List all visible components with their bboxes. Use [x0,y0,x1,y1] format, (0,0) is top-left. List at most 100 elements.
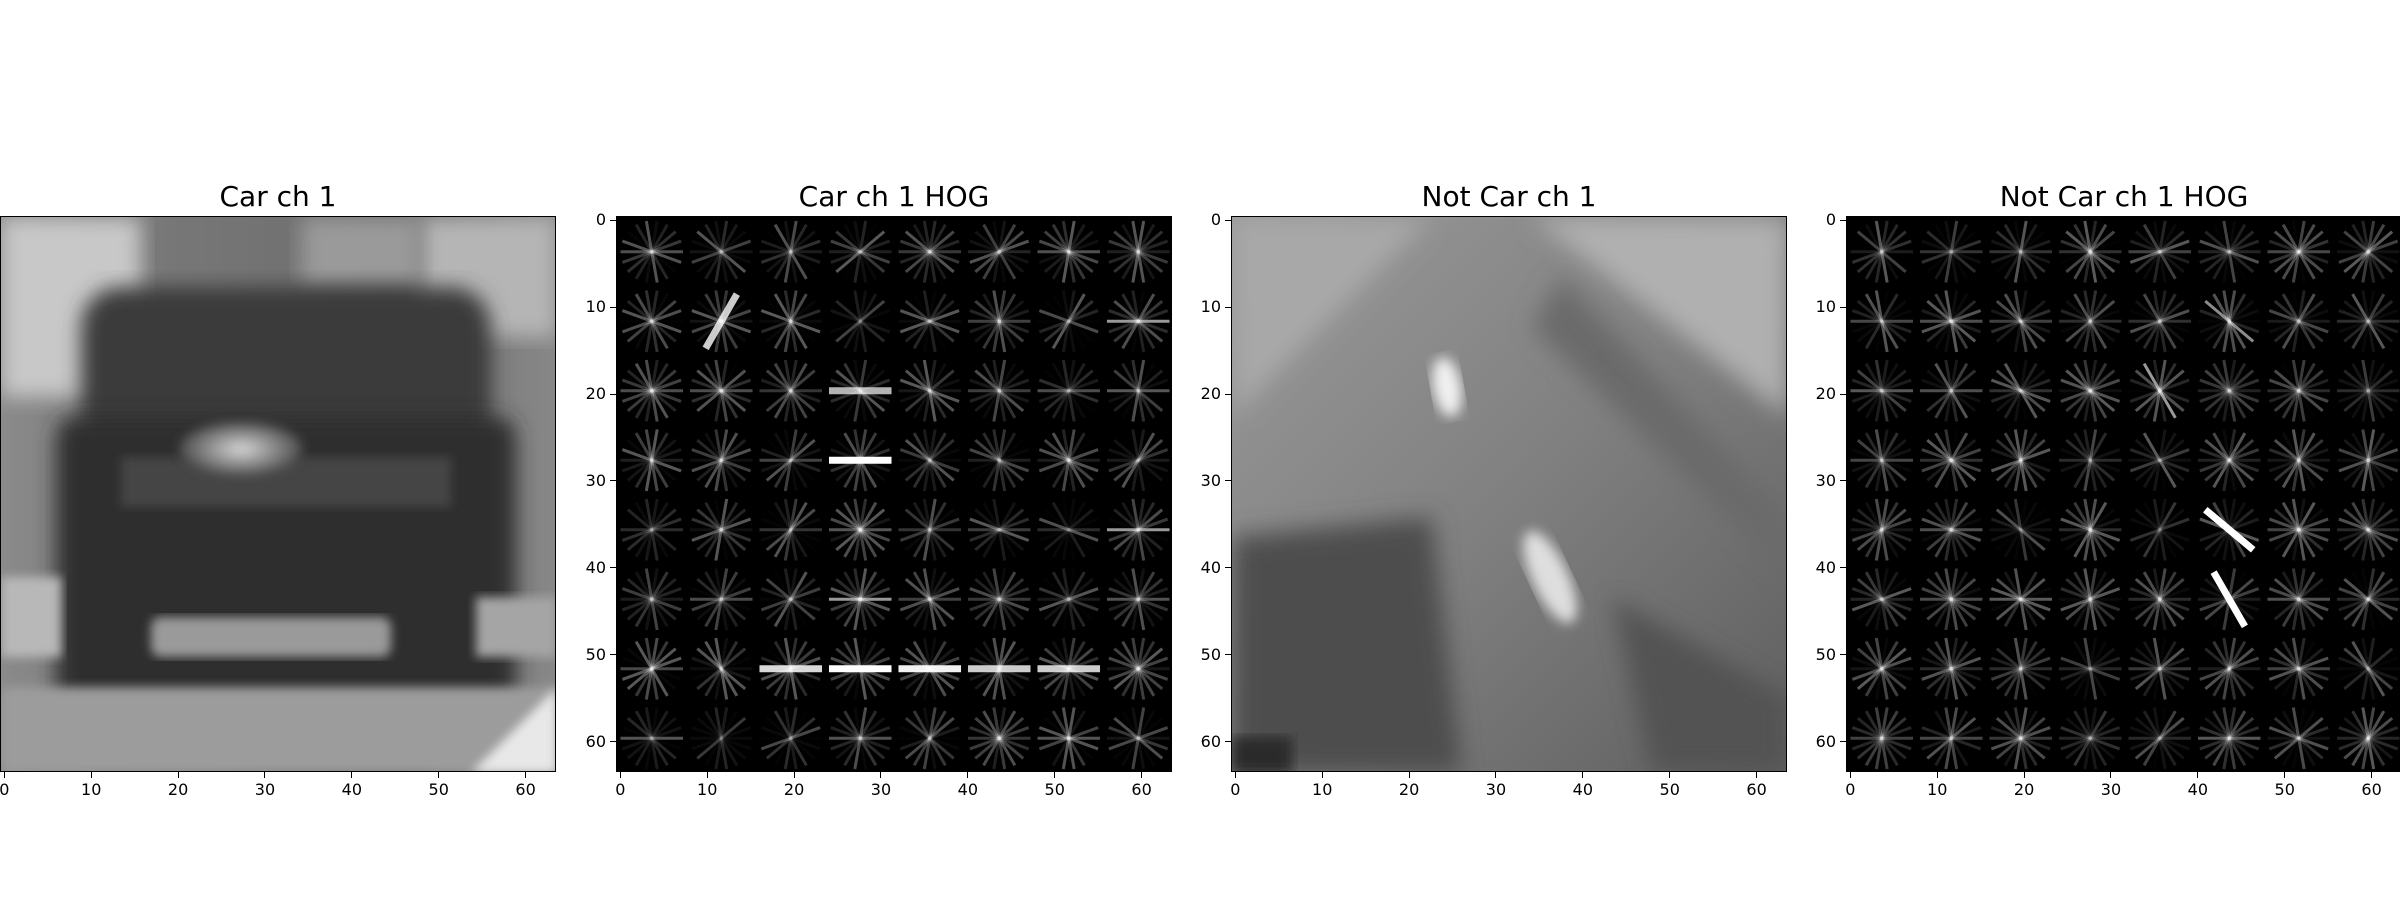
x-tick-label: 40 [1572,780,1594,799]
hog-orientation-stroke [621,726,682,751]
hog-orientation-stroke [2351,293,2386,350]
hog-orientation-stroke [1108,448,1169,473]
hog-orientation-stroke [760,587,821,612]
hog-orientation-stroke [904,369,955,413]
hog-orientation-stroke [1926,577,1977,621]
hog-orientation-stroke [2060,726,2121,751]
x-tick-label: 20 [167,780,189,799]
hog-orientation-stroke [969,309,1030,334]
hog-orientation-stroke [912,640,947,697]
hog-orientation-stroke [969,587,1030,612]
hog-orientation-stroke [1043,299,1094,343]
hog-orientation-stroke [2222,290,2237,353]
hog-orientation-stroke [783,220,798,283]
hog-orientation-stroke [2199,239,2260,264]
hog-orientation-stroke [830,239,891,264]
hog-orientation-stroke [1061,359,1076,422]
hog-orientation-stroke [1038,587,1099,612]
hog-orientation-stroke [2222,220,2237,283]
hog-orientation-stroke [974,716,1025,760]
hog-orientation-stroke [2343,438,2394,482]
hog-orientation-stroke [2142,293,2177,350]
hog-orientation-stroke [1934,710,1969,767]
hog-orientation-stroke [2273,508,2324,552]
hog-orientation-stroke [830,517,891,542]
hog-orientation-stroke [626,369,677,413]
hog-orientation-stroke [912,571,947,628]
hog-orientation-stroke [1934,432,1969,489]
x-tick-mark [1669,772,1671,778]
hog-orientation-stroke [922,568,937,631]
hog-orientation-stroke [922,220,937,283]
hog-orientation-stroke [2060,448,2121,473]
hog-orientation-stroke [2222,498,2237,561]
hog-orientation-stroke [1108,309,1169,334]
hog-orientation-stroke [904,438,955,482]
hog-orientation-stroke [2361,220,2376,283]
hog-orientation-stroke [1043,230,1094,274]
hog-orientation-stroke [1108,517,1169,542]
hog-orientation-stroke [626,716,677,760]
hog-orientation-stroke [691,309,752,334]
hog-orientation-stroke [773,501,808,558]
hog-orientation-stroke [2083,290,2098,353]
hog-orientation-stroke [691,517,752,542]
hog-orientation-stroke [1990,587,2051,612]
hog-orientation-stroke [2351,640,2386,697]
hog-orientation-stroke [2013,220,2028,283]
y-tick-label: 0 [1210,210,1221,230]
hog-orientation-stroke [1926,647,1977,691]
hog-orientation-stroke [1121,571,1156,628]
hog-orientation-stroke [1921,239,1982,264]
hog-orientation-stroke [1108,378,1169,403]
hog-orientation-stroke [2273,647,2324,691]
hog-orientation-stroke [2199,656,2260,681]
hog-orientation-stroke [1874,498,1889,561]
hog-orientation-stroke [1874,220,1889,283]
hog-orientation-stroke [2083,637,2098,700]
hog-orientation-stroke [2152,429,2167,492]
hog-orientation-stroke [2273,577,2324,621]
hog-orientation-stroke [1113,647,1164,691]
hog-orientation-stroke [2013,707,2028,770]
hog-orientation-stroke [2060,656,2121,681]
hog-orientation-stroke [853,568,868,631]
hog-orientation-stroke [760,587,821,612]
hog-orientation-stroke [982,501,1017,558]
hog-orientation-stroke [2281,223,2316,280]
hog-orientation-stroke [2134,438,2185,482]
hog-orientation-stroke [1051,571,1086,628]
hog-orientation-stroke [922,498,937,561]
hog-orientation-stroke [1043,369,1094,413]
hog-orientation-stroke [2351,223,2386,280]
hog-orientation-stroke [904,299,955,343]
hog-orientation-stroke [626,508,677,552]
hog-orientation-stroke [853,498,868,561]
hog-orientation-stroke [696,438,747,482]
hog-orientation-stroke [2065,438,2116,482]
hog-orientation-stroke [691,726,752,751]
y-tick-label: 30 [585,470,606,490]
hog-orientation-stroke [714,637,729,700]
hog-orientation-stroke [2134,299,2185,343]
hog-orientation-stroke [2204,369,2255,413]
hog-orientation-stroke [2338,656,2399,681]
hog-orientation-stroke [2222,568,2237,631]
hog-orientation-stroke [1921,726,1982,751]
hog-orientation-stroke [1995,299,2046,343]
hog-orientation-stroke [1995,716,2046,760]
hog-orientation-stroke [634,640,669,697]
hog-orientation-stroke [1113,230,1164,274]
hog-orientation-stroke [982,432,1017,489]
hog-orientation-stroke [992,498,1007,561]
hog-orientation-stroke [982,293,1017,350]
x-tick-label: 30 [1485,780,1507,799]
hog-orientation-stroke [1108,587,1169,612]
hog-orientation-stroke [2281,571,2316,628]
hog-orientation-stroke [2152,359,2167,422]
hog-orientation-stroke [2152,637,2167,700]
x-tick-label: 0 [1230,780,1241,799]
hog-orientation-stroke [2142,432,2177,489]
hog-orientation-stroke [2060,587,2121,612]
hog-orientation-stroke [830,378,891,403]
